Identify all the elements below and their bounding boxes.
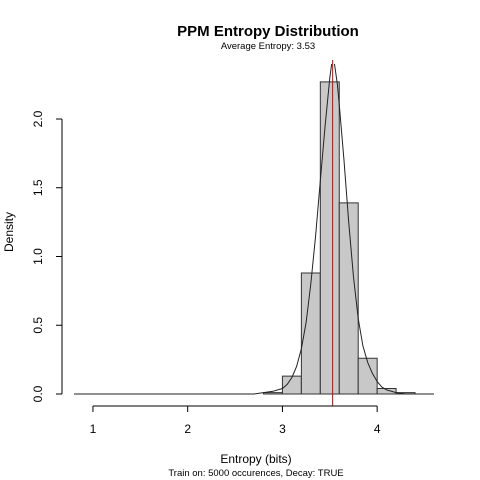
x-axis: 1 2 3 4	[90, 405, 381, 436]
y-tick-label: 2.0	[31, 110, 45, 127]
histogram-bar	[281, 375, 302, 395]
x-axis-label: Entropy (bits)	[220, 452, 291, 466]
chart-title: PPM Entropy Distribution	[177, 23, 359, 40]
y-axis-label: Density	[2, 212, 16, 252]
histogram-bar	[376, 388, 397, 395]
plot-area	[74, 60, 434, 406]
chart-subtitle: Average Entropy: 3.53	[221, 41, 315, 52]
y-axis: 0.0 0.5 1.0 1.5 2.0	[31, 110, 63, 402]
x-tick-label: 2	[184, 422, 191, 436]
y-tick-label: 0.5	[31, 317, 45, 334]
x-tick-label: 3	[279, 422, 286, 436]
y-tick-label: 0.0	[31, 385, 45, 402]
histogram-bars	[262, 81, 416, 395]
x-tick-label: 1	[90, 422, 97, 436]
x-tick-label: 4	[374, 422, 381, 436]
histogram-bar	[357, 357, 378, 395]
histogram-bar	[319, 81, 340, 395]
chart-caption: Train on: 5000 occurences, Decay: TRUE	[168, 468, 343, 479]
histogram-bar	[262, 392, 283, 395]
y-tick-label: 1.5	[31, 179, 45, 196]
histogram-bar	[338, 202, 359, 395]
y-tick-label: 1.0	[31, 248, 45, 265]
density-curve	[74, 64, 434, 395]
